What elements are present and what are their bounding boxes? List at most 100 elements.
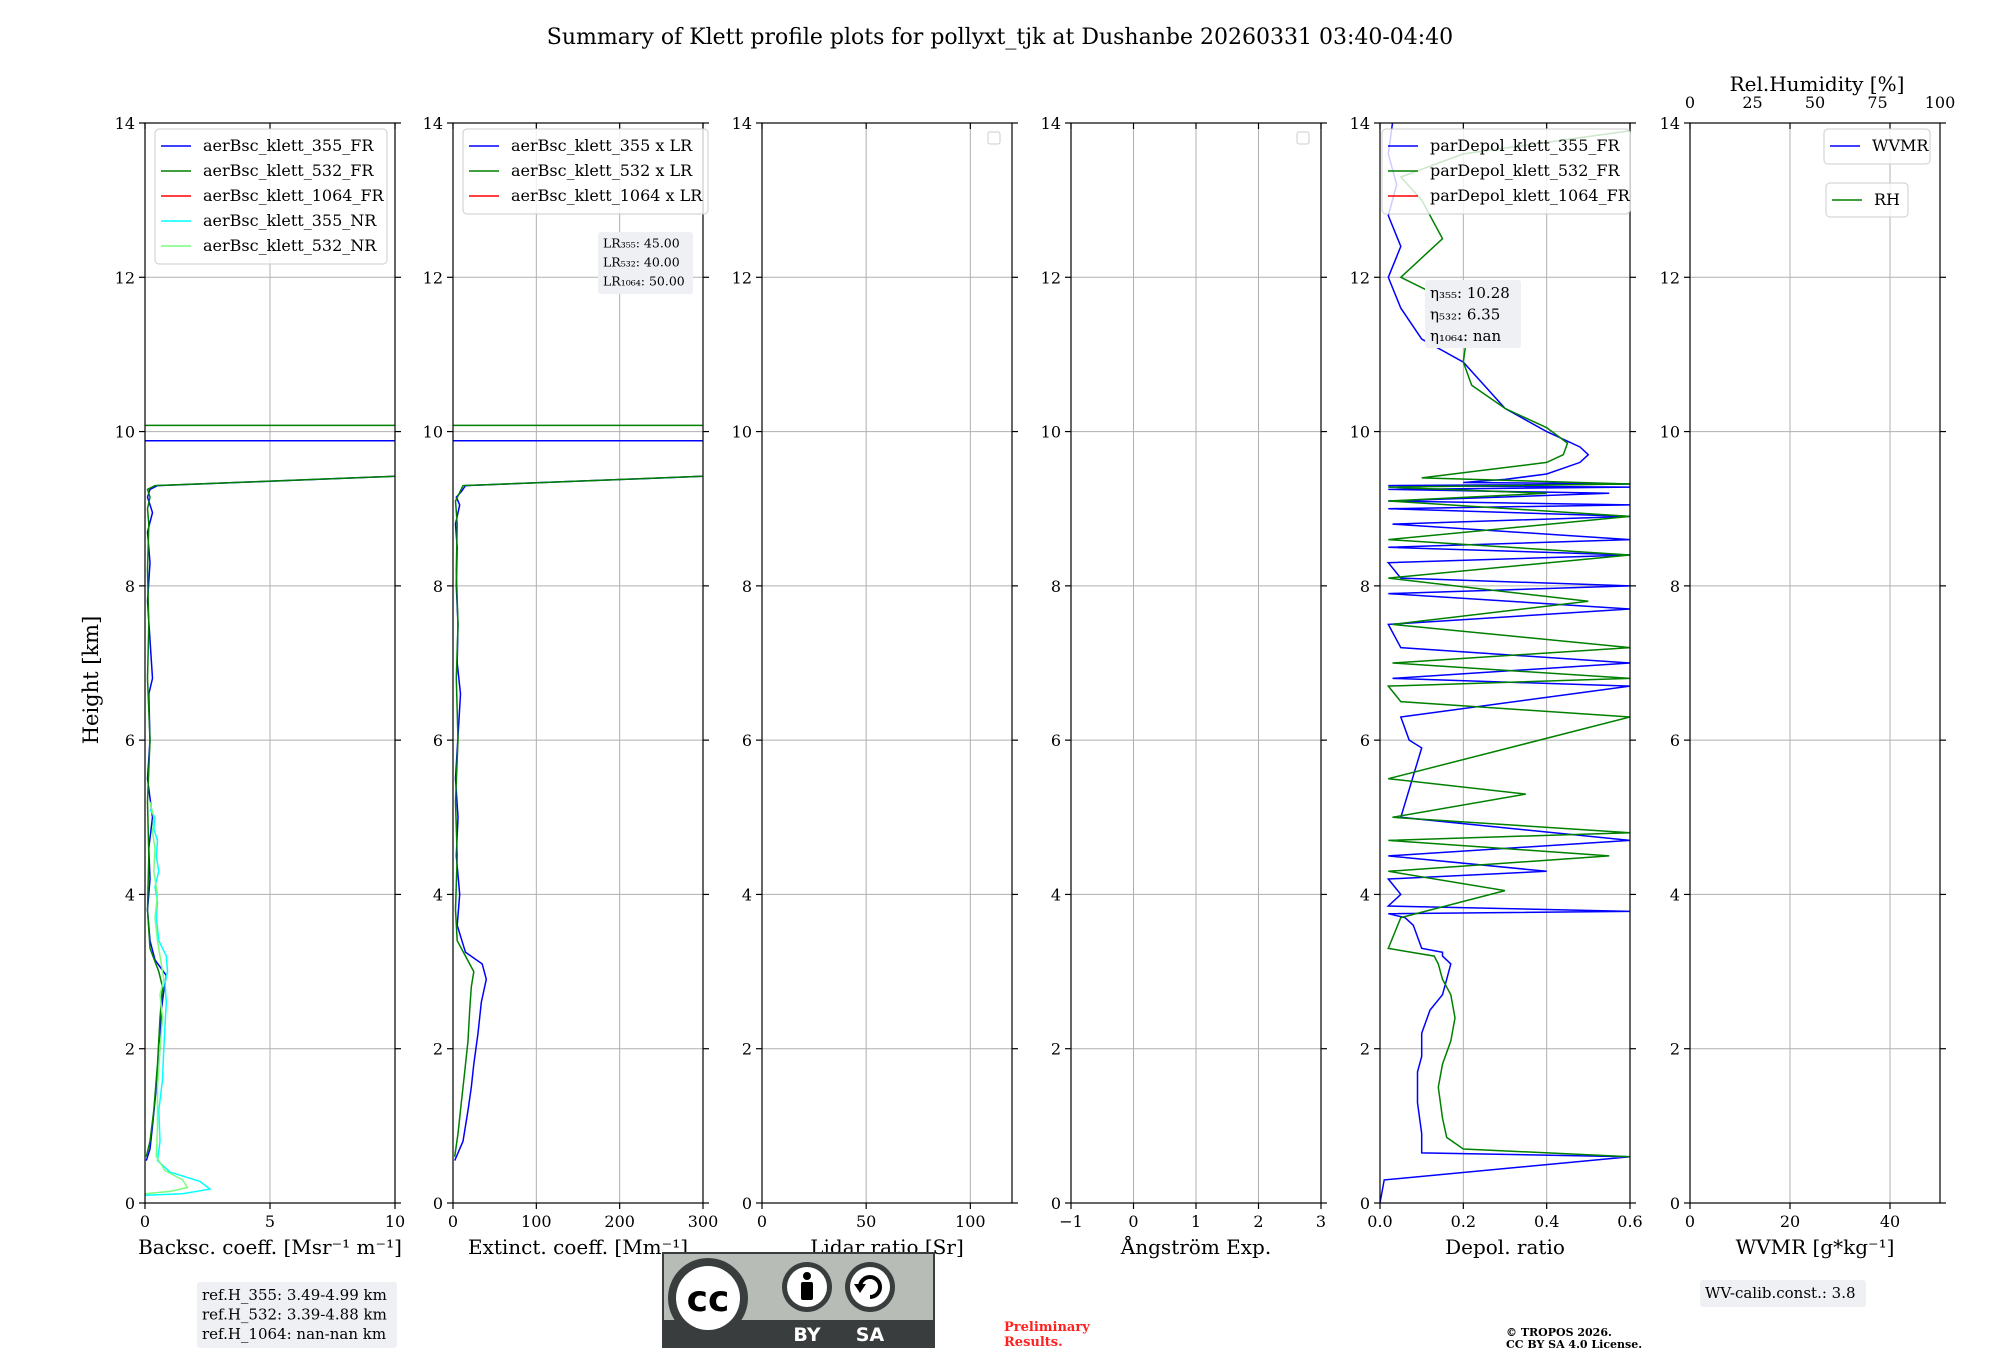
legend-entry-RH: RH (1874, 190, 1900, 209)
y-tick-label: 14 (1350, 114, 1370, 133)
sa-icon (850, 1267, 890, 1307)
legend-box (462, 128, 709, 215)
info-box-line: η₁₀₆₄: nan (1430, 327, 1501, 345)
y-tick-label: 8 (1360, 577, 1370, 596)
x-tick-label: 0.2 (1451, 1212, 1476, 1231)
x-tick-label: 1 (1191, 1212, 1201, 1231)
info-box-line: LR₃₅₅: 45.00 (603, 236, 680, 251)
legend-box-rh (1825, 182, 1909, 218)
info-box-line: LR₅₃₂: 40.00 (603, 255, 680, 270)
y-tick-label: 2 (1360, 1040, 1370, 1059)
y-tick-label: 14 (423, 114, 443, 133)
y-tick-label: 6 (742, 731, 752, 750)
x-axis-label: WVMR [g*kg⁻¹] (1736, 1235, 1895, 1259)
info-box (197, 1282, 397, 1348)
top-x-tick-label: 50 (1805, 93, 1825, 112)
y-tick-label: 8 (1670, 577, 1680, 596)
axes-frame (452, 122, 704, 1204)
copyright-line-1: © TROPOS 2026. (1506, 1326, 1612, 1339)
preliminary-line-1: Preliminary (1004, 1320, 1090, 1335)
x-tick-label: 5 (265, 1212, 275, 1231)
y-tick-label: 10 (115, 423, 135, 442)
y-tick-label: 2 (433, 1040, 443, 1059)
cc-logo-by: BY (793, 1324, 820, 1346)
legend-entry-aerBsc_klett_355 x LR: aerBsc_klett_355 x LR (511, 136, 693, 155)
axes-frame (1689, 122, 1941, 1204)
x-tick-label: 0.6 (1617, 1212, 1642, 1231)
x-axis-label: Depol. ratio (1445, 1235, 1565, 1259)
legend-entry-aerBsc_klett_355_FR: aerBsc_klett_355_FR (203, 136, 374, 155)
info-box-line: η₃₅₅: 10.28 (1430, 284, 1510, 302)
cc-logo-cc: cc (687, 1279, 730, 1320)
x-tick-label: 0 (1685, 1212, 1695, 1231)
x-tick-label: 20 (1780, 1212, 1800, 1231)
y-tick-label: 4 (1670, 885, 1680, 904)
y-tick-label: 12 (732, 268, 752, 287)
series-line-aerBsc_klett_532_FR (145, 475, 395, 1157)
series-line-aerBsc_klett_355 x LR (454, 475, 703, 1161)
y-tick-label: 14 (115, 114, 135, 133)
axes-frame (761, 122, 1013, 1204)
empty-legend-box (987, 131, 1001, 145)
legend-entry-aerBsc_klett_532 x LR: aerBsc_klett_532 x LR (511, 161, 693, 180)
y-tick-label: 2 (125, 1040, 135, 1059)
legend-entry-parDepol_klett_532_FR: parDepol_klett_532_FR (1430, 161, 1621, 180)
x-tick-label: 300 (688, 1212, 719, 1231)
cc-license-logo: cc BY SA (662, 1252, 935, 1348)
y-tick-label: 14 (732, 114, 752, 133)
series-line-aerBsc_klett_532_NR (145, 801, 189, 1195)
y-tick-label: 6 (433, 731, 443, 750)
y-tick-label: 8 (1051, 577, 1061, 596)
x-tick-label: 10 (385, 1212, 405, 1231)
y-axis-label: Height [km] (79, 616, 103, 745)
y-tick-label: 14 (1660, 114, 1680, 133)
by-icon-head (803, 1272, 811, 1280)
x-tick-label: 2 (1253, 1212, 1263, 1231)
y-tick-label: 12 (423, 268, 443, 287)
y-tick-label: 4 (1360, 885, 1370, 904)
x-tick-label: 100 (521, 1212, 552, 1231)
axes-frame (1379, 122, 1631, 1204)
x-tick-label: 0 (1128, 1212, 1138, 1231)
y-tick-label: 0 (125, 1194, 135, 1213)
cc-logo-disc (676, 1266, 740, 1330)
y-tick-label: 8 (742, 577, 752, 596)
x-tick-label: 0 (448, 1212, 458, 1231)
y-tick-label: 6 (1360, 731, 1370, 750)
x-tick-label: 200 (604, 1212, 635, 1231)
y-tick-label: 10 (1350, 423, 1370, 442)
x-tick-label: 3 (1316, 1212, 1326, 1231)
y-tick-label: 10 (1041, 423, 1061, 442)
series-line-parDepol_klett_355_FR (1380, 123, 1630, 1203)
empty-legend-box (1296, 131, 1310, 145)
legend-entry-aerBsc_klett_532_NR: aerBsc_klett_532_NR (203, 236, 377, 255)
info-box-line: LR₁₀₆₄: 50.00 (603, 274, 685, 289)
series-line-aerBsc_klett_355_NR (145, 809, 212, 1197)
y-tick-label: 12 (1350, 268, 1370, 287)
y-tick-label: 4 (742, 885, 752, 904)
x-tick-label: 100 (955, 1212, 986, 1231)
y-tick-label: 0 (1051, 1194, 1061, 1213)
legend-entry-aerBsc_klett_1064 x LR: aerBsc_klett_1064 x LR (511, 186, 703, 205)
legend-entry-aerBsc_klett_532_FR: aerBsc_klett_532_FR (203, 161, 374, 180)
y-tick-label: 12 (1041, 268, 1061, 287)
x-tick-label: −1 (1059, 1212, 1083, 1231)
info-box-line: η₅₃₂: 6.35 (1430, 306, 1500, 324)
info-box (1425, 280, 1521, 348)
cc-logo-sa: SA (856, 1324, 885, 1346)
panel-5: 0.0 0.2 0.4 0.6 0 2 4 6 8 10 12 14 Depol. ratio parDe… (1350, 114, 1643, 1259)
top-x-tick-label: 25 (1742, 93, 1762, 112)
info-box-line: ref.H_1064: nan-nan km (202, 1325, 386, 1343)
x-tick-label: 40 (1880, 1212, 1900, 1231)
legend-entry-aerBsc_klett_355_NR: aerBsc_klett_355_NR (203, 211, 377, 230)
copyright-line-2: CC BY SA 4.0 License. (1506, 1338, 1642, 1351)
series-line-aerBsc_klett_532 x LR (453, 475, 703, 1157)
info-box-line: ref.H_355: 3.49-4.99 km (202, 1286, 387, 1304)
y-tick-label: 4 (1051, 885, 1061, 904)
y-tick-label: 10 (732, 423, 752, 442)
x-tick-label: 0.0 (1367, 1212, 1392, 1231)
y-tick-label: 8 (125, 577, 135, 596)
